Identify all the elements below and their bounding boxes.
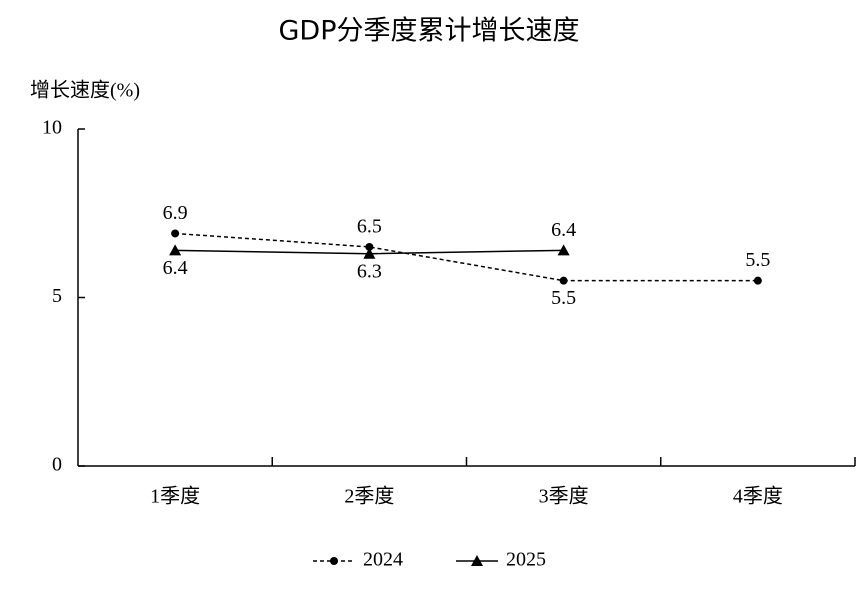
- legend-marker: [330, 557, 338, 565]
- data-label: 6.9: [163, 202, 188, 224]
- legend-label: 2025: [506, 549, 546, 571]
- data-label: 5.5: [745, 249, 770, 271]
- data-label: 6.5: [357, 216, 382, 238]
- x-tick-label: 1季度: [150, 485, 200, 508]
- data-label: 6.3: [357, 260, 382, 282]
- y-tick-label: 5: [52, 285, 62, 307]
- chart-title: GDP分季度累计增长速度: [279, 16, 580, 47]
- data-label: 6.4: [551, 219, 576, 241]
- data-label: 5.5: [551, 287, 576, 309]
- x-tick-label: 2季度: [344, 485, 394, 508]
- series-marker: [753, 276, 762, 285]
- y-tick-label: 0: [52, 454, 62, 476]
- legend-label: 2024: [363, 549, 403, 571]
- series-marker: [365, 242, 374, 251]
- y-axis-label: 增长速度(%): [30, 79, 140, 102]
- series-marker: [363, 247, 376, 259]
- x-tick-label: 4季度: [733, 485, 783, 508]
- series-marker: [169, 244, 182, 256]
- series-marker: [171, 229, 180, 238]
- series-line: [175, 232, 758, 282]
- series-marker: [559, 276, 568, 285]
- x-tick-label: 3季度: [539, 485, 589, 508]
- series-marker: [557, 244, 570, 256]
- legend-marker: [471, 555, 483, 566]
- data-label: 6.4: [163, 257, 188, 279]
- y-tick-label: 10: [42, 117, 62, 139]
